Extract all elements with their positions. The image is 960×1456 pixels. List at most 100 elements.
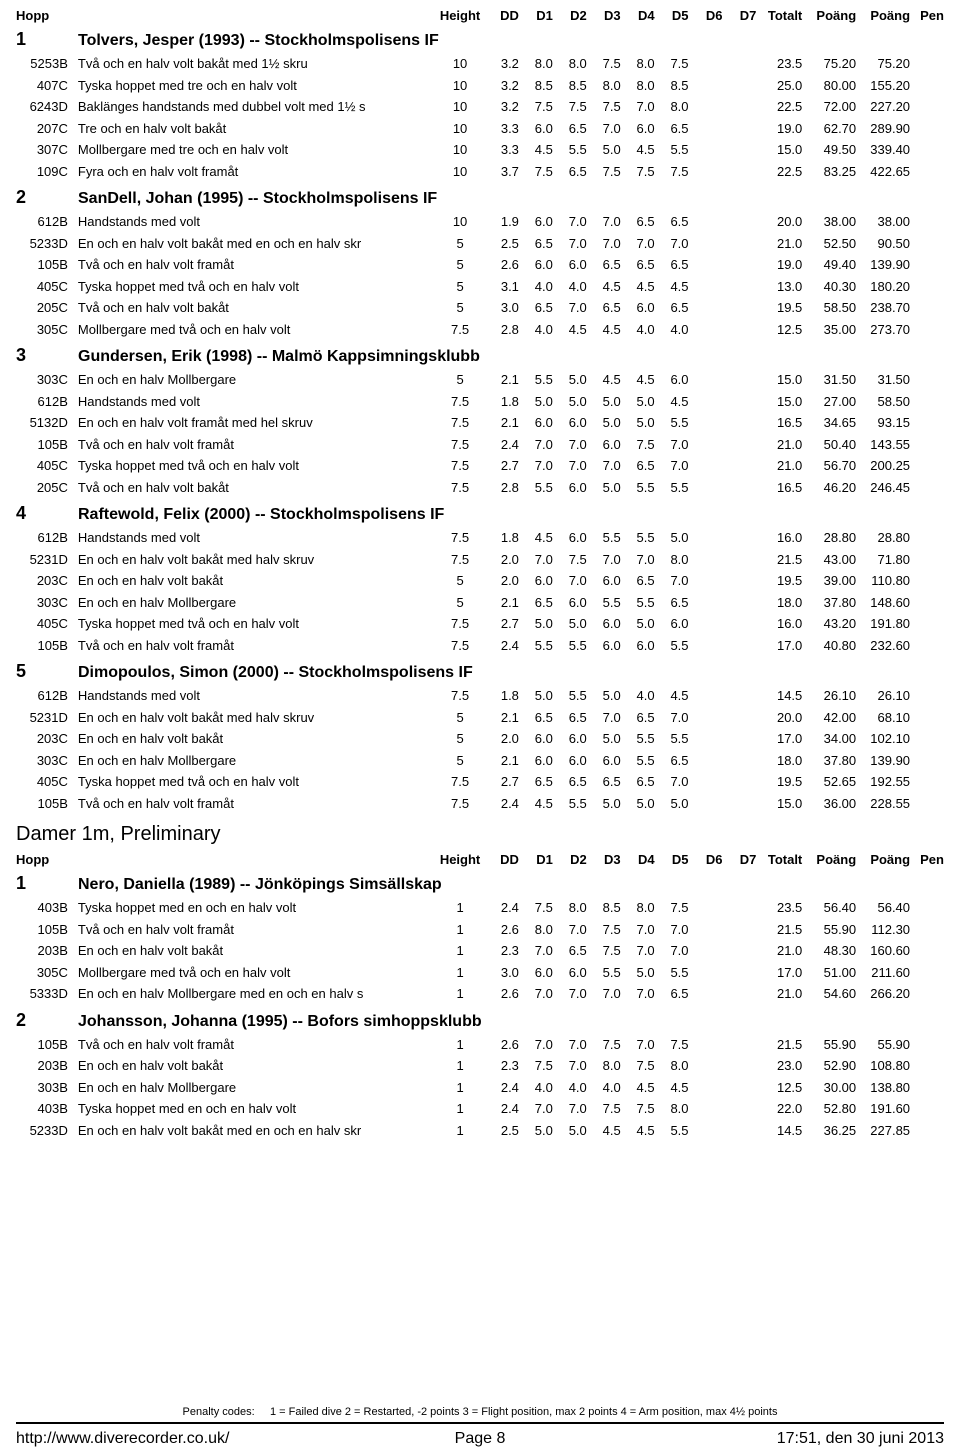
- dive-d3: 7.5: [587, 1035, 621, 1055]
- hdr-poang2: Poäng: [856, 852, 910, 867]
- dive-row: 305C Mollbergare med två och en halv vol…: [16, 320, 944, 340]
- dive-d5: 5.5: [655, 963, 689, 983]
- dive-d3: 6.0: [587, 636, 621, 656]
- dive-poang2: 160.60: [856, 941, 910, 961]
- dive-totalt: 23.5: [756, 54, 802, 74]
- dive-desc: En och en halv volt bakåt med en och en …: [78, 1121, 435, 1141]
- dive-row: 109C Fyra och en halv volt framåt 10 3.7…: [16, 162, 944, 182]
- dive-poang2: 227.20: [856, 97, 910, 117]
- hdr-height: Height: [435, 852, 485, 867]
- dive-poang1: 34.65: [802, 413, 856, 433]
- dive-height: 1: [435, 984, 485, 1004]
- dive-totalt: 19.5: [756, 571, 802, 591]
- dive-code: 207C: [16, 119, 78, 139]
- dive-row: 612B Handstands med volt 7.5 1.8 4.5 6.0…: [16, 528, 944, 548]
- dive-d6: [689, 794, 723, 814]
- dive-desc: Tyska hoppet med tre och en halv volt: [78, 76, 435, 96]
- dive-d6: [689, 729, 723, 749]
- dive-height: 10: [435, 140, 485, 160]
- dive-d1: 6.5: [519, 593, 553, 613]
- dive-d2: 6.5: [553, 772, 587, 792]
- dive-poang1: 49.40: [802, 255, 856, 275]
- hdr-d5: D5: [655, 852, 689, 867]
- dive-d6: [689, 456, 723, 476]
- dive-d3: 5.5: [587, 528, 621, 548]
- dive-code: 203B: [16, 1056, 78, 1076]
- dive-poang1: 58.50: [802, 298, 856, 318]
- dive-pen: [910, 920, 944, 940]
- dive-d1: 8.0: [519, 54, 553, 74]
- dive-height: 5: [435, 370, 485, 390]
- dive-d5: 4.5: [655, 392, 689, 412]
- dive-totalt: 20.0: [756, 708, 802, 728]
- dive-d3: 5.0: [587, 140, 621, 160]
- dive-poang1: 72.00: [802, 97, 856, 117]
- hdr-poang1: Poäng: [802, 8, 856, 23]
- dive-d6: [689, 751, 723, 771]
- dive-poang2: 266.20: [856, 984, 910, 1004]
- dive-height: 5: [435, 234, 485, 254]
- dive-totalt: 21.0: [756, 456, 802, 476]
- dive-height: 10: [435, 54, 485, 74]
- dive-dd: 2.1: [485, 593, 519, 613]
- dive-d1: 5.5: [519, 636, 553, 656]
- dive-desc: Mollbergare med tre och en halv volt: [78, 140, 435, 160]
- dive-d1: 6.5: [519, 234, 553, 254]
- dive-poang1: 40.30: [802, 277, 856, 297]
- dive-code: 105B: [16, 636, 78, 656]
- dive-dd: 3.7: [485, 162, 519, 182]
- dive-d3: 6.0: [587, 435, 621, 455]
- dive-height: 1: [435, 941, 485, 961]
- dive-d1: 6.0: [519, 729, 553, 749]
- dive-d4: 6.5: [621, 571, 655, 591]
- dive-d2: 6.0: [553, 255, 587, 275]
- dive-poang1: 36.25: [802, 1121, 856, 1141]
- dive-d4: 7.5: [621, 435, 655, 455]
- dive-row: 203C En och en halv volt bakåt 5 2.0 6.0…: [16, 571, 944, 591]
- dive-d3: 7.0: [587, 119, 621, 139]
- dive-d3: 4.5: [587, 320, 621, 340]
- diver-name: Nero, Daniella (1989) -- Jönköpings Sims…: [78, 876, 442, 894]
- hdr-poang1: Poäng: [802, 852, 856, 867]
- dive-d6: [689, 898, 723, 918]
- dive-totalt: 22.5: [756, 97, 802, 117]
- dive-height: 5: [435, 277, 485, 297]
- dive-d1: 7.0: [519, 984, 553, 1004]
- dive-d1: 7.5: [519, 162, 553, 182]
- dive-poang1: 26.10: [802, 686, 856, 706]
- dive-d1: 4.5: [519, 794, 553, 814]
- hdr-hopp: Hopp: [16, 8, 78, 23]
- dive-dd: 2.1: [485, 413, 519, 433]
- dive-d3: 7.0: [587, 212, 621, 232]
- dive-poang1: 75.20: [802, 54, 856, 74]
- dive-d2: 6.5: [553, 162, 587, 182]
- dive-code: 305C: [16, 963, 78, 983]
- dive-d4: 8.0: [621, 76, 655, 96]
- dive-d6: [689, 636, 723, 656]
- dive-d3: 8.5: [587, 898, 621, 918]
- dive-height: 7.5: [435, 413, 485, 433]
- dive-d1: 6.0: [519, 413, 553, 433]
- dive-d2: 5.0: [553, 392, 587, 412]
- dive-row: 303C En och en halv Mollbergare 5 2.1 6.…: [16, 593, 944, 613]
- hdr-d1: D1: [519, 8, 553, 23]
- dive-pen: [910, 772, 944, 792]
- dive-row: 203C En och en halv volt bakåt 5 2.0 6.0…: [16, 729, 944, 749]
- dive-code: 303C: [16, 593, 78, 613]
- dive-d2: 5.5: [553, 686, 587, 706]
- dive-desc: Två och en halv volt bakåt med 1½ skru: [78, 54, 435, 74]
- dive-pen: [910, 478, 944, 498]
- dive-d1: 5.5: [519, 478, 553, 498]
- dive-totalt: 19.0: [756, 119, 802, 139]
- dive-row: 5132D En och en halv volt framåt med hel…: [16, 413, 944, 433]
- hdr-d6: D6: [689, 852, 723, 867]
- dive-desc: Tre och en halv volt bakåt: [78, 119, 435, 139]
- dive-d5: 8.0: [655, 1056, 689, 1076]
- dive-pen: [910, 119, 944, 139]
- diver-name: SanDell, Johan (1995) -- Stockholmspolis…: [78, 190, 437, 208]
- hdr-hopp: Hopp: [16, 852, 78, 867]
- diver-row: 5 Dimopoulos, Simon (2000) -- Stockholms…: [16, 661, 944, 682]
- dive-d2: 6.0: [553, 593, 587, 613]
- dive-pen: [910, 686, 944, 706]
- dive-poang2: 28.80: [856, 528, 910, 548]
